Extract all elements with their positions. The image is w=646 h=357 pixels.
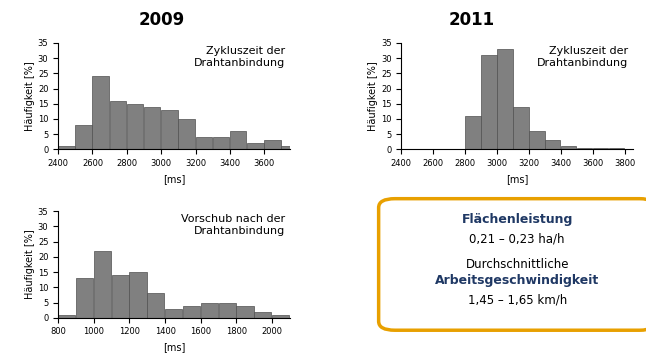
Bar	[196, 137, 212, 149]
Text: 0,21 – 0,23 ha/h: 0,21 – 0,23 ha/h	[470, 233, 565, 246]
Text: Vorschub nach der
Drahtanbindung: Vorschub nach der Drahtanbindung	[182, 215, 286, 236]
X-axis label: [ms]: [ms]	[506, 174, 528, 183]
Bar	[497, 49, 512, 149]
Bar	[272, 315, 289, 318]
Text: 2009: 2009	[138, 11, 185, 29]
Text: Arbeitsgeschwindigkeit: Arbeitsgeschwindigkeit	[435, 274, 599, 287]
Bar	[593, 148, 609, 149]
Bar	[178, 119, 195, 149]
Bar	[201, 302, 218, 318]
Bar	[127, 104, 143, 149]
Bar	[58, 146, 75, 149]
Text: Flächenleistung: Flächenleistung	[461, 213, 573, 226]
Bar	[129, 272, 147, 318]
Y-axis label: Häufigkeit [%]: Häufigkeit [%]	[368, 61, 378, 131]
Bar	[112, 275, 129, 318]
Bar	[561, 146, 576, 149]
Bar	[76, 125, 92, 149]
Bar	[465, 116, 481, 149]
X-axis label: [ms]: [ms]	[163, 342, 185, 352]
Text: Zykluszeit der
Drahtanbindung: Zykluszeit der Drahtanbindung	[537, 46, 629, 67]
Bar	[147, 293, 165, 318]
Bar	[110, 101, 126, 149]
Bar	[247, 143, 264, 149]
X-axis label: [ms]: [ms]	[163, 174, 185, 183]
Text: Zykluszeit der
Drahtanbindung: Zykluszeit der Drahtanbindung	[194, 46, 286, 67]
Bar	[92, 76, 109, 149]
Bar	[529, 131, 545, 149]
Bar	[94, 251, 111, 318]
Bar	[264, 140, 281, 149]
Bar	[282, 146, 298, 149]
Bar	[255, 312, 271, 318]
Bar	[165, 308, 182, 318]
Text: 2011: 2011	[448, 11, 495, 29]
Bar	[58, 315, 76, 318]
Bar	[513, 107, 528, 149]
Bar	[183, 306, 200, 318]
Text: Durchschnittliche: Durchschnittliche	[465, 258, 569, 271]
Bar	[481, 55, 497, 149]
Text: 1,45 – 1,65 km/h: 1,45 – 1,65 km/h	[468, 293, 567, 306]
Bar	[76, 278, 93, 318]
Bar	[577, 148, 592, 149]
Bar	[545, 140, 561, 149]
Bar	[609, 148, 625, 149]
Bar	[161, 110, 178, 149]
Bar	[213, 137, 229, 149]
Bar	[236, 306, 254, 318]
Bar	[230, 131, 246, 149]
Y-axis label: Häufigkeit [%]: Häufigkeit [%]	[25, 61, 35, 131]
Bar	[218, 302, 236, 318]
Bar	[144, 107, 160, 149]
Y-axis label: Häufigkeit [%]: Häufigkeit [%]	[25, 230, 35, 299]
